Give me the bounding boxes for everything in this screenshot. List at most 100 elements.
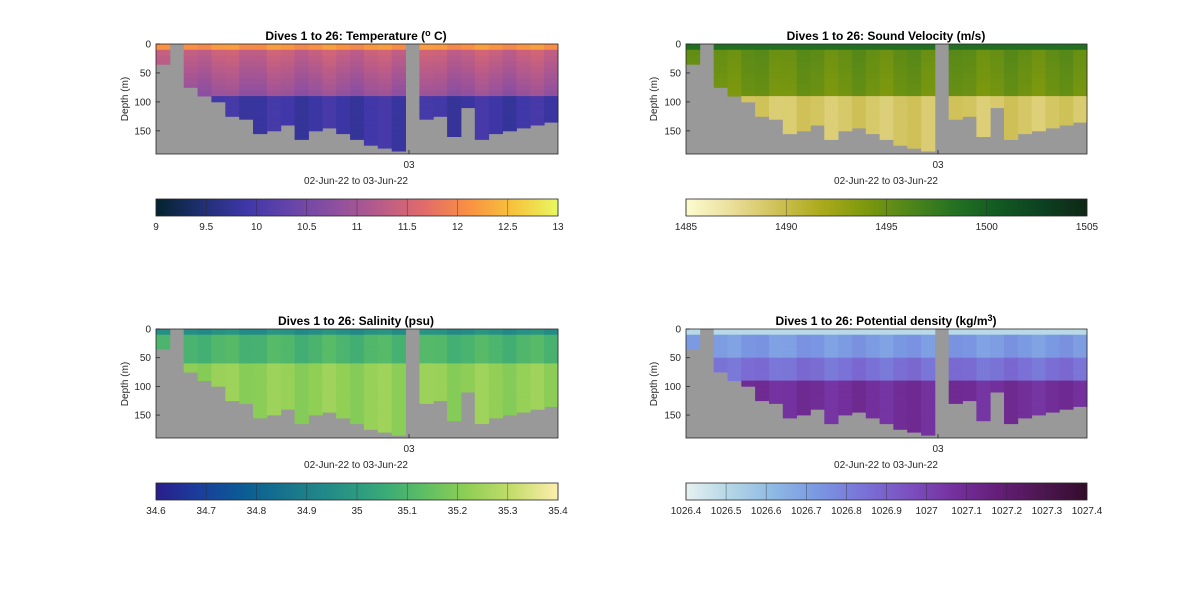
potential-density-cell (1045, 392, 1060, 399)
salinity-cell (419, 351, 434, 358)
sound-velocity-cell (1059, 61, 1074, 68)
sound-velocity-cell (810, 67, 825, 74)
temperature-cell (253, 72, 268, 80)
temperature-cell (239, 61, 254, 68)
salinity-cell (225, 369, 240, 376)
potential-density-cell (1004, 369, 1019, 376)
temperature-cell (516, 96, 531, 103)
salinity-cell (377, 374, 393, 381)
temperature-cell (336, 84, 351, 91)
salinity-cell (502, 357, 517, 364)
salinity-cell (350, 334, 365, 341)
salinity-cell (447, 340, 462, 347)
potential-density-cell (921, 334, 936, 341)
sound-velocity-cell (755, 101, 770, 109)
temperature-cell (377, 61, 393, 68)
sound-velocity-cell (1017, 107, 1033, 114)
temperature-cell (419, 72, 434, 80)
temperature-cell (433, 107, 448, 114)
potential-density-cell (990, 363, 1005, 370)
potential-density-cell (1031, 374, 1046, 381)
salinity-cell (266, 351, 282, 358)
salinity-cell (461, 329, 476, 336)
temperature-cell (266, 78, 282, 85)
potential-density-cell (962, 351, 977, 358)
sound-velocity-cell (851, 119, 867, 126)
sound-velocity-cell (962, 44, 977, 51)
sound-velocity-cell (851, 44, 867, 51)
temperature-cell (544, 44, 559, 51)
salinity-y-tick-label: 50 (140, 353, 152, 364)
salinity-cell (516, 369, 531, 376)
potential-density-cell (990, 346, 1005, 353)
sound-velocity-cell (1017, 78, 1033, 85)
salinity-cell (461, 386, 476, 393)
potential-density-colorbar-tick-label: 1026.5 (711, 506, 742, 517)
potential-density-cell (782, 374, 797, 381)
temperature-y-tick-label: 50 (140, 68, 152, 79)
potential-density-cell (893, 357, 908, 364)
sound-velocity-cell (990, 96, 1005, 103)
salinity-cell (530, 334, 545, 341)
potential-density-cell (851, 363, 867, 370)
temperature-cell (419, 90, 434, 97)
temperature-cell (211, 49, 226, 56)
salinity-cell (350, 403, 365, 410)
temperature-cell (253, 130, 268, 135)
potential-density-cell (1017, 351, 1033, 358)
sound-velocity-x-axis-label: 02-Jun-22 to 03-Jun-22 (834, 176, 938, 187)
sound-velocity-cell (1031, 84, 1046, 91)
sound-velocity-cell (769, 96, 784, 103)
sound-velocity-cell (727, 72, 742, 80)
salinity-cell (266, 357, 282, 364)
temperature-cell (447, 101, 462, 109)
sound-velocity-cell (976, 119, 991, 126)
salinity-cell (363, 420, 379, 427)
salinity-cell (350, 340, 365, 347)
temperature-cell (211, 90, 226, 97)
temperature-cell (474, 101, 490, 109)
sound-velocity-cell (921, 78, 936, 85)
temperature-cell (239, 67, 254, 74)
sound-velocity-cell (1017, 119, 1033, 126)
salinity-cell (474, 357, 490, 364)
salinity-cell (225, 357, 240, 364)
salinity-cell (308, 340, 323, 347)
potential-density-cell (948, 357, 963, 364)
sound-velocity-cell (879, 55, 894, 62)
temperature-cell (516, 90, 531, 97)
salinity-cell (294, 363, 309, 370)
potential-density-cell (893, 340, 908, 347)
sound-velocity-y-tick-label: 0 (675, 40, 681, 51)
sound-velocity-cell (990, 84, 1005, 91)
temperature-cell (516, 49, 531, 56)
potential-density-cell (1004, 346, 1019, 353)
sound-velocity-cell (907, 55, 922, 62)
potential-density-cell (741, 340, 756, 347)
salinity-cell (322, 329, 337, 336)
temperature-cell (363, 55, 379, 62)
temperature-cell (516, 113, 531, 120)
salinity-cell (308, 374, 323, 381)
temperature-cell (474, 113, 490, 120)
sound-velocity-cell (782, 61, 797, 68)
temperature-cell (183, 61, 198, 68)
temperature-cell (294, 61, 309, 68)
potential-density-cell (1017, 369, 1033, 376)
salinity-panel: Dives 1 to 26: Salinity (psu) 050100150 … (120, 314, 568, 517)
salinity-cell (544, 403, 559, 407)
sound-velocity-cell (1073, 90, 1088, 97)
sound-velocity-cell (824, 55, 839, 62)
salinity-cell (377, 329, 393, 336)
temperature-cell (322, 125, 337, 129)
sound-velocity-cell (879, 78, 894, 85)
sound-velocity-cell (810, 61, 825, 68)
potential-density-cell (1059, 397, 1074, 404)
salinity-cell (253, 380, 268, 387)
salinity-colorbar-ticks: 34.6 34.7 34.8 34.9 35 35.1 35.2 35.3 35.4 (146, 483, 568, 517)
potential-density-cell (755, 386, 770, 393)
sound-velocity-cell (838, 55, 853, 62)
sound-velocity-cell (810, 78, 825, 85)
temperature-cell (308, 78, 323, 85)
potential-density-cell (851, 397, 867, 404)
